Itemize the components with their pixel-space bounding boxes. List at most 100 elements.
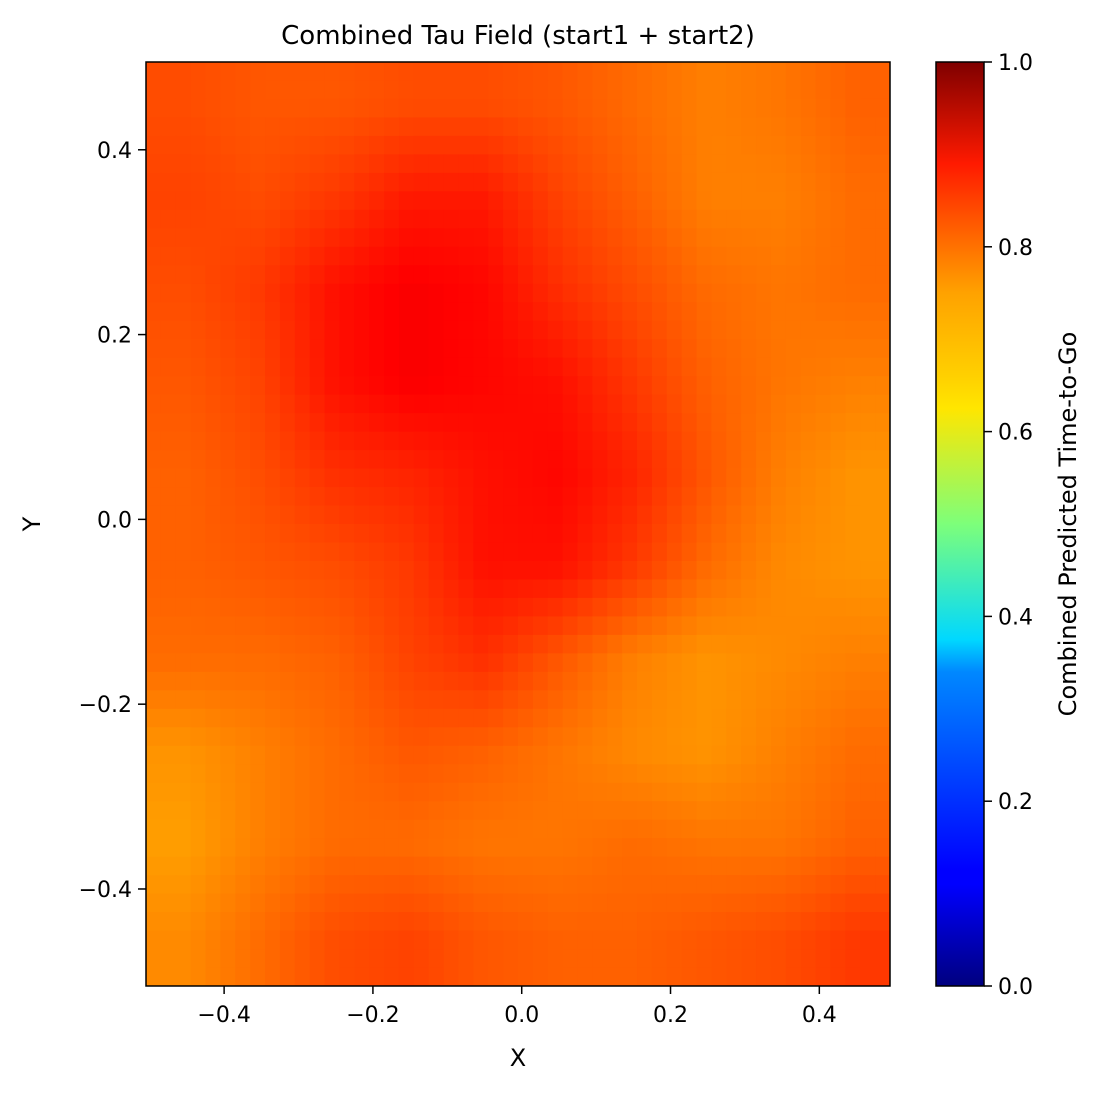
heatmap-cell [175, 838, 192, 858]
heatmap-cell [547, 616, 564, 636]
heatmap-cell [384, 228, 400, 248]
heatmap-cell [339, 487, 355, 507]
heatmap-cell [875, 376, 890, 396]
heatmap-cell [518, 690, 534, 710]
heatmap-cell [815, 339, 832, 359]
heatmap-cell [384, 893, 400, 913]
heatmap-cell [532, 597, 549, 617]
heatmap-cell [220, 394, 236, 414]
heatmap-cell [518, 597, 534, 617]
heatmap-cell [146, 376, 162, 396]
heatmap-cell [875, 172, 890, 192]
heatmap-cell [265, 228, 281, 248]
heatmap-cell [146, 191, 162, 211]
heatmap-cell [428, 376, 445, 396]
heatmap-cell [532, 302, 549, 322]
heatmap-cell [622, 616, 638, 636]
heatmap-cell [428, 745, 445, 765]
heatmap-cell [190, 357, 207, 377]
heatmap-cell [770, 542, 787, 562]
heatmap-cell [845, 653, 861, 673]
heatmap-cell [413, 690, 430, 710]
heatmap-cell [577, 912, 593, 932]
y-tick-label: 0.2 [97, 324, 132, 349]
heatmap-cell [666, 468, 683, 488]
heatmap-cell [860, 727, 876, 747]
heatmap-cell [651, 413, 668, 433]
heatmap-cell [235, 708, 251, 728]
heatmap-cell [651, 394, 668, 414]
heatmap-cell [800, 524, 817, 544]
heatmap-cell [309, 801, 326, 821]
heatmap-cell [398, 209, 415, 229]
heatmap-cell [800, 246, 817, 266]
heatmap-cell [651, 135, 668, 155]
heatmap-cell [622, 838, 638, 858]
heatmap-cell [875, 634, 890, 654]
heatmap-cell [666, 560, 683, 581]
heatmap-cell [785, 524, 802, 544]
heatmap-cell [205, 930, 221, 950]
heatmap-cell [265, 634, 281, 654]
heatmap-cell [443, 893, 460, 913]
heatmap-cell [518, 745, 534, 765]
heatmap-cell [250, 209, 266, 229]
heatmap-cell [532, 912, 549, 932]
heatmap-cell [488, 727, 504, 747]
heatmap-cell [518, 302, 534, 322]
heatmap-cell [547, 930, 564, 950]
heatmap-cell [175, 542, 192, 562]
heatmap-cell [175, 228, 192, 248]
heatmap-cell [503, 671, 519, 691]
heatmap-cell [711, 413, 727, 433]
heatmap-cell [324, 912, 341, 932]
heatmap-cell [622, 764, 638, 784]
heatmap-cell [562, 154, 579, 174]
heatmap-cell [622, 191, 638, 211]
heatmap-cell [577, 524, 593, 544]
heatmap-cell [488, 690, 504, 710]
heatmap-cell [711, 172, 727, 192]
heatmap-cell [458, 62, 474, 82]
heatmap-cell [577, 634, 593, 654]
heatmap-cell [175, 579, 192, 599]
heatmap-cell [577, 930, 593, 950]
heatmap-cell [711, 265, 727, 285]
heatmap-cell [532, 487, 549, 507]
heatmap-cell [250, 801, 266, 821]
heatmap-cell [309, 468, 326, 488]
heatmap-cell [815, 487, 832, 507]
heatmap-cell [622, 597, 638, 617]
heatmap-cell [473, 468, 489, 488]
heatmap-cell [622, 819, 638, 839]
heatmap-cell [607, 339, 623, 359]
heatmap-cell [428, 560, 445, 581]
heatmap-cell [458, 764, 474, 784]
heatmap-cell [860, 745, 876, 765]
heatmap-cell [458, 708, 474, 728]
heatmap-cell [384, 819, 400, 839]
heatmap-cell [562, 634, 579, 654]
heatmap-cell [190, 172, 207, 192]
heatmap-cell [458, 450, 474, 470]
heatmap-cell [726, 302, 742, 322]
heatmap-cell [756, 135, 772, 155]
heatmap-cell [160, 542, 177, 562]
heatmap-cell [577, 80, 593, 100]
heatmap-cell [175, 320, 192, 340]
heatmap-cell [265, 524, 281, 544]
heatmap-cell [666, 265, 683, 285]
heatmap-cell [428, 912, 445, 932]
heatmap-cell [398, 727, 415, 747]
heatmap-cell [175, 505, 192, 525]
heatmap-cell [354, 394, 370, 414]
heatmap-cell [532, 431, 549, 451]
heatmap-cell [830, 560, 846, 581]
heatmap-cell [265, 191, 281, 211]
heatmap-cell [324, 597, 341, 617]
heatmap-cell [428, 893, 445, 913]
heatmap-cell [637, 376, 653, 396]
heatmap-cell [666, 117, 683, 137]
heatmap-cell [309, 376, 326, 396]
heatmap-cell [800, 302, 817, 322]
